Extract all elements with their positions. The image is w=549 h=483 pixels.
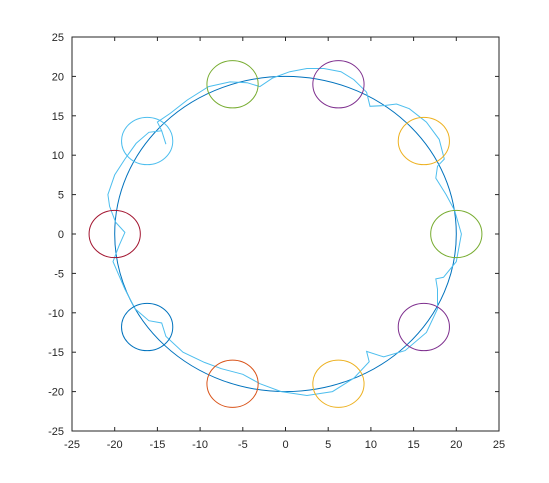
x-tick-label: 5	[325, 439, 331, 451]
x-tick-label: -10	[192, 439, 208, 451]
y-tick-label: -15	[48, 347, 64, 359]
series-circle-7	[312, 359, 365, 408]
series-path-1	[107, 68, 462, 397]
series-circle-6	[397, 302, 450, 352]
series-circle-10	[88, 209, 141, 259]
axes-box	[71, 36, 500, 432]
y-tick-label: -10	[48, 308, 64, 320]
series-circle-8	[206, 359, 259, 408]
tick-layer: -25 -20 -15 -10 -5 0 5 10 15 20 25 -25 -20 -15 -10 -5 0 5…	[48, 32, 505, 451]
y-tick-label: -20	[48, 387, 64, 399]
series-circle-3	[312, 60, 365, 109]
x-tick-label: 10	[365, 439, 377, 451]
y-tick-label: 10	[52, 150, 64, 162]
y-tick-label: 20	[52, 71, 64, 83]
x-tick-label: -20	[107, 439, 123, 451]
y-tick-label: -5	[54, 268, 64, 280]
y-tick-label: 5	[58, 190, 64, 202]
x-tick-label: -15	[149, 439, 165, 451]
y-tick-label: 25	[52, 32, 64, 44]
x-tick-label: -5	[238, 439, 248, 451]
y-tick-label: 15	[52, 111, 64, 123]
series-circle-11	[121, 116, 174, 166]
x-tick-label: 0	[282, 439, 288, 451]
x-tick-label: 15	[407, 439, 419, 451]
x-tick-label: -25	[64, 439, 80, 451]
y-tick-label: 0	[58, 229, 64, 241]
series-circle-5	[430, 209, 483, 259]
x-tick-label: 25	[493, 439, 505, 451]
series-circle-9	[121, 302, 174, 352]
y-tick-label: -25	[48, 426, 64, 438]
x-tick-label: 20	[450, 439, 462, 451]
data-layer	[88, 60, 483, 408]
series-circle-0	[114, 75, 457, 393]
series-circle-4	[397, 116, 450, 166]
series-circle-2	[206, 60, 259, 109]
